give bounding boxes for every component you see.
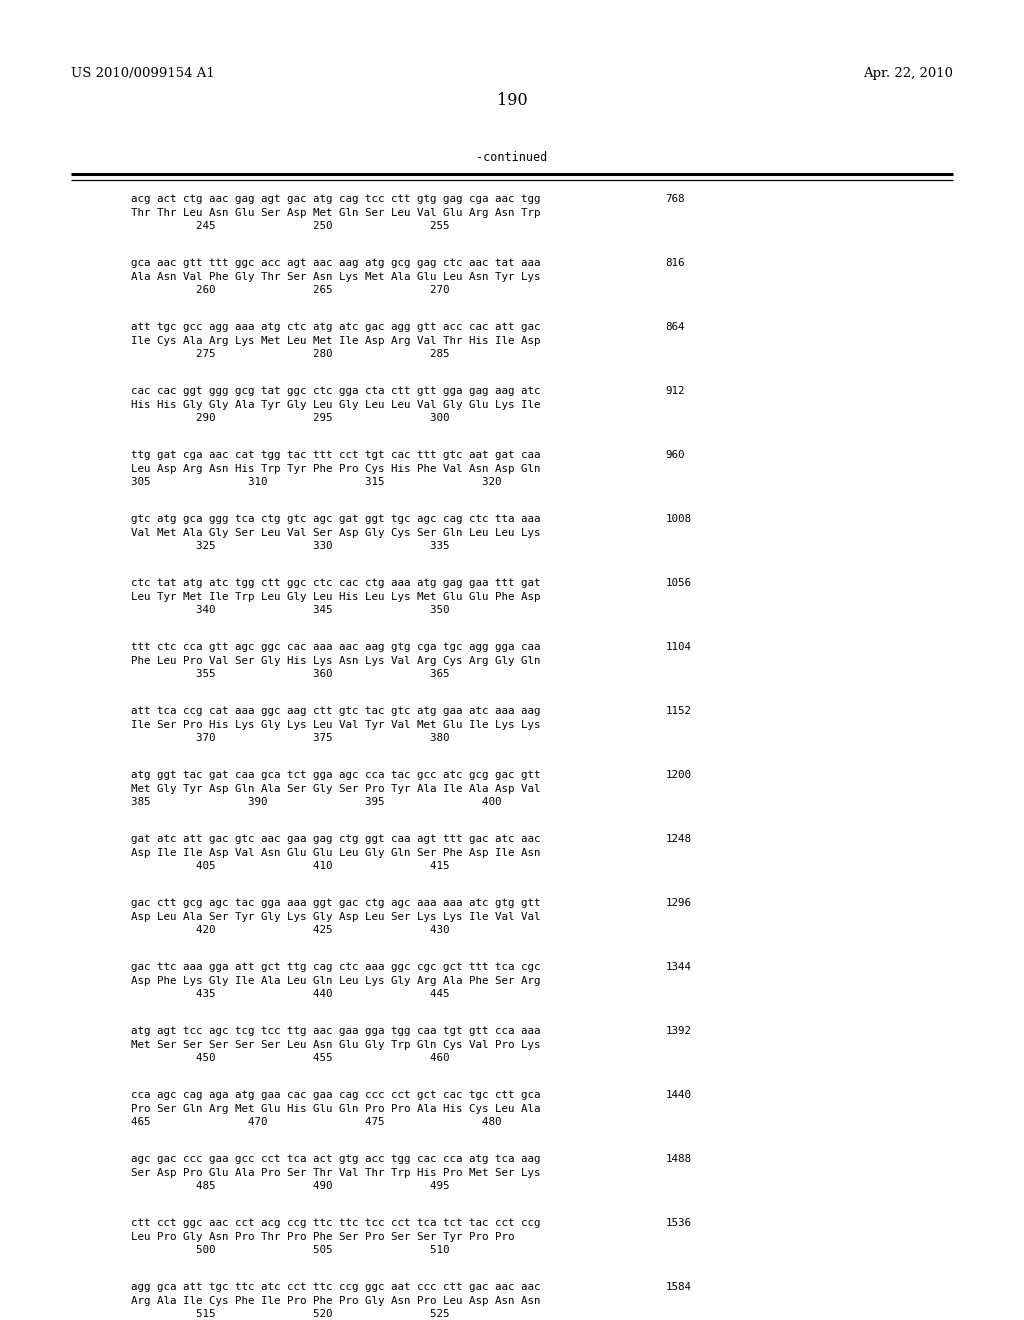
Text: 260               265               270: 260 265 270 xyxy=(131,285,450,296)
Text: gac ctt gcg agc tac gga aaa ggt gac ctg agc aaa aaa atc gtg gtt: gac ctt gcg agc tac gga aaa ggt gac ctg … xyxy=(131,898,541,908)
Text: Met Gly Tyr Asp Gln Ala Ser Gly Ser Pro Tyr Ala Ile Ala Asp Val: Met Gly Tyr Asp Gln Ala Ser Gly Ser Pro … xyxy=(131,784,541,793)
Text: 245               250               255: 245 250 255 xyxy=(131,220,450,231)
Text: ctc tat atg atc tgg ctt ggc ctc cac ctg aaa atg gag gaa ttt gat: ctc tat atg atc tgg ctt ggc ctc cac ctg … xyxy=(131,578,541,589)
Text: 290               295               300: 290 295 300 xyxy=(131,413,450,424)
Text: gat atc att gac gtc aac gaa gag ctg ggt caa agt ttt gac atc aac: gat atc att gac gtc aac gaa gag ctg ggt … xyxy=(131,834,541,845)
Text: cac cac ggt ggg gcg tat ggc ctc gga cta ctt gtt gga gag aag atc: cac cac ggt ggg gcg tat ggc ctc gga cta … xyxy=(131,385,541,396)
Text: 1056: 1056 xyxy=(666,578,691,589)
Text: agg gca att tgc ttc atc cct ttc ccg ggc aat ccc ctt gac aac aac: agg gca att tgc ttc atc cct ttc ccg ggc … xyxy=(131,1282,541,1292)
Text: Pro Ser Gln Arg Met Glu His Glu Gln Pro Pro Ala His Cys Leu Ala: Pro Ser Gln Arg Met Glu His Glu Gln Pro … xyxy=(131,1104,541,1114)
Text: 515               520               525: 515 520 525 xyxy=(131,1309,450,1320)
Text: 1440: 1440 xyxy=(666,1090,691,1101)
Text: 435               440               445: 435 440 445 xyxy=(131,989,450,999)
Text: atg agt tcc agc tcg tcc ttg aac gaa gga tgg caa tgt gtt cca aaa: atg agt tcc agc tcg tcc ttg aac gaa gga … xyxy=(131,1027,541,1036)
Text: Asp Leu Ala Ser Tyr Gly Lys Gly Asp Leu Ser Lys Lys Ile Val Val: Asp Leu Ala Ser Tyr Gly Lys Gly Asp Leu … xyxy=(131,912,541,921)
Text: 1536: 1536 xyxy=(666,1218,691,1229)
Text: -continued: -continued xyxy=(476,150,548,164)
Text: 1104: 1104 xyxy=(666,642,691,652)
Text: Ser Asp Pro Glu Ala Pro Ser Thr Val Thr Trp His Pro Met Ser Lys: Ser Asp Pro Glu Ala Pro Ser Thr Val Thr … xyxy=(131,1168,541,1177)
Text: 816: 816 xyxy=(666,259,685,268)
Text: US 2010/0099154 A1: US 2010/0099154 A1 xyxy=(71,67,214,81)
Text: acg act ctg aac gag agt gac atg cag tcc ctt gtg gag cga aac tgg: acg act ctg aac gag agt gac atg cag tcc … xyxy=(131,194,541,205)
Text: ttt ctc cca gtt agc ggc cac aaa aac aag gtg cga tgc agg gga caa: ttt ctc cca gtt agc ggc cac aaa aac aag … xyxy=(131,642,541,652)
Text: gtc atg gca ggg tca ctg gtc agc gat ggt tgc agc cag ctc tta aaa: gtc atg gca ggg tca ctg gtc agc gat ggt … xyxy=(131,513,541,524)
Text: 1008: 1008 xyxy=(666,513,691,524)
Text: 450               455               460: 450 455 460 xyxy=(131,1053,450,1064)
Text: Phe Leu Pro Val Ser Gly His Lys Asn Lys Val Arg Cys Arg Gly Gln: Phe Leu Pro Val Ser Gly His Lys Asn Lys … xyxy=(131,656,541,665)
Text: Ala Asn Val Phe Gly Thr Ser Asn Lys Met Ala Glu Leu Asn Tyr Lys: Ala Asn Val Phe Gly Thr Ser Asn Lys Met … xyxy=(131,272,541,281)
Text: 485               490               495: 485 490 495 xyxy=(131,1181,450,1192)
Text: cca agc cag aga atg gaa cac gaa cag ccc cct gct cac tgc ctt gca: cca agc cag aga atg gaa cac gaa cag ccc … xyxy=(131,1090,541,1101)
Text: 275               280               285: 275 280 285 xyxy=(131,348,450,359)
Text: atg ggt tac gat caa gca tct gga agc cca tac gcc atc gcg gac gtt: atg ggt tac gat caa gca tct gga agc cca … xyxy=(131,770,541,780)
Text: 1200: 1200 xyxy=(666,770,691,780)
Text: Thr Thr Leu Asn Glu Ser Asp Met Gln Ser Leu Val Glu Arg Asn Trp: Thr Thr Leu Asn Glu Ser Asp Met Gln Ser … xyxy=(131,207,541,218)
Text: His His Gly Gly Ala Tyr Gly Leu Gly Leu Leu Val Gly Glu Lys Ile: His His Gly Gly Ala Tyr Gly Leu Gly Leu … xyxy=(131,400,541,409)
Text: ttg gat cga aac cat tgg tac ttt cct tgt cac ttt gtc aat gat caa: ttg gat cga aac cat tgg tac ttt cct tgt … xyxy=(131,450,541,461)
Text: Leu Asp Arg Asn His Trp Tyr Phe Pro Cys His Phe Val Asn Asp Gln: Leu Asp Arg Asn His Trp Tyr Phe Pro Cys … xyxy=(131,463,541,474)
Text: 1296: 1296 xyxy=(666,898,691,908)
Text: agc gac ccc gaa gcc cct tca act gtg acc tgg cac cca atg tca aag: agc gac ccc gaa gcc cct tca act gtg acc … xyxy=(131,1154,541,1164)
Text: Ile Cys Ala Arg Lys Met Leu Met Ile Asp Arg Val Thr His Ile Asp: Ile Cys Ala Arg Lys Met Leu Met Ile Asp … xyxy=(131,335,541,346)
Text: 355               360               365: 355 360 365 xyxy=(131,669,450,680)
Text: 1392: 1392 xyxy=(666,1027,691,1036)
Text: 420               425               430: 420 425 430 xyxy=(131,925,450,936)
Text: 340               345               350: 340 345 350 xyxy=(131,605,450,615)
Text: 1488: 1488 xyxy=(666,1154,691,1164)
Text: Leu Pro Gly Asn Pro Thr Pro Phe Ser Pro Ser Ser Tyr Pro Pro: Leu Pro Gly Asn Pro Thr Pro Phe Ser Pro … xyxy=(131,1232,515,1242)
Text: 325               330               335: 325 330 335 xyxy=(131,541,450,552)
Text: 1248: 1248 xyxy=(666,834,691,845)
Text: 370               375               380: 370 375 380 xyxy=(131,733,450,743)
Text: 500               505               510: 500 505 510 xyxy=(131,1245,450,1255)
Text: 190: 190 xyxy=(497,92,527,108)
Text: Ile Ser Pro His Lys Gly Lys Leu Val Tyr Val Met Glu Ile Lys Lys: Ile Ser Pro His Lys Gly Lys Leu Val Tyr … xyxy=(131,719,541,730)
Text: att tca ccg cat aaa ggc aag ctt gtc tac gtc atg gaa atc aaa aag: att tca ccg cat aaa ggc aag ctt gtc tac … xyxy=(131,706,541,717)
Text: 305               310               315               320: 305 310 315 320 xyxy=(131,477,502,487)
Text: ctt cct ggc aac cct acg ccg ttc ttc tcc cct tca tct tac cct ccg: ctt cct ggc aac cct acg ccg ttc ttc tcc … xyxy=(131,1218,541,1229)
Text: 864: 864 xyxy=(666,322,685,333)
Text: 405               410               415: 405 410 415 xyxy=(131,861,450,871)
Text: 912: 912 xyxy=(666,385,685,396)
Text: gca aac gtt ttt ggc acc agt aac aag atg gcg gag ctc aac tat aaa: gca aac gtt ttt ggc acc agt aac aag atg … xyxy=(131,259,541,268)
Text: 1152: 1152 xyxy=(666,706,691,717)
Text: Asp Ile Ile Asp Val Asn Glu Glu Leu Gly Gln Ser Phe Asp Ile Asn: Asp Ile Ile Asp Val Asn Glu Glu Leu Gly … xyxy=(131,847,541,858)
Text: Arg Ala Ile Cys Phe Ile Pro Phe Pro Gly Asn Pro Leu Asp Asn Asn: Arg Ala Ile Cys Phe Ile Pro Phe Pro Gly … xyxy=(131,1296,541,1305)
Text: Asp Phe Lys Gly Ile Ala Leu Gln Leu Lys Gly Arg Ala Phe Ser Arg: Asp Phe Lys Gly Ile Ala Leu Gln Leu Lys … xyxy=(131,975,541,986)
Text: 465               470               475               480: 465 470 475 480 xyxy=(131,1117,502,1127)
Text: Leu Tyr Met Ile Trp Leu Gly Leu His Leu Lys Met Glu Glu Phe Asp: Leu Tyr Met Ile Trp Leu Gly Leu His Leu … xyxy=(131,591,541,602)
Text: Met Ser Ser Ser Ser Ser Leu Asn Glu Gly Trp Gln Cys Val Pro Lys: Met Ser Ser Ser Ser Ser Leu Asn Glu Gly … xyxy=(131,1040,541,1049)
Text: gac ttc aaa gga att gct ttg cag ctc aaa ggc cgc gct ttt tca cgc: gac ttc aaa gga att gct ttg cag ctc aaa … xyxy=(131,962,541,973)
Text: att tgc gcc agg aaa atg ctc atg atc gac agg gtt acc cac att gac: att tgc gcc agg aaa atg ctc atg atc gac … xyxy=(131,322,541,333)
Text: 768: 768 xyxy=(666,194,685,205)
Text: 960: 960 xyxy=(666,450,685,461)
Text: Val Met Ala Gly Ser Leu Val Ser Asp Gly Cys Ser Gln Leu Leu Lys: Val Met Ala Gly Ser Leu Val Ser Asp Gly … xyxy=(131,528,541,537)
Text: 1344: 1344 xyxy=(666,962,691,973)
Text: 1584: 1584 xyxy=(666,1282,691,1292)
Text: Apr. 22, 2010: Apr. 22, 2010 xyxy=(863,67,953,81)
Text: 385               390               395               400: 385 390 395 400 xyxy=(131,797,502,808)
